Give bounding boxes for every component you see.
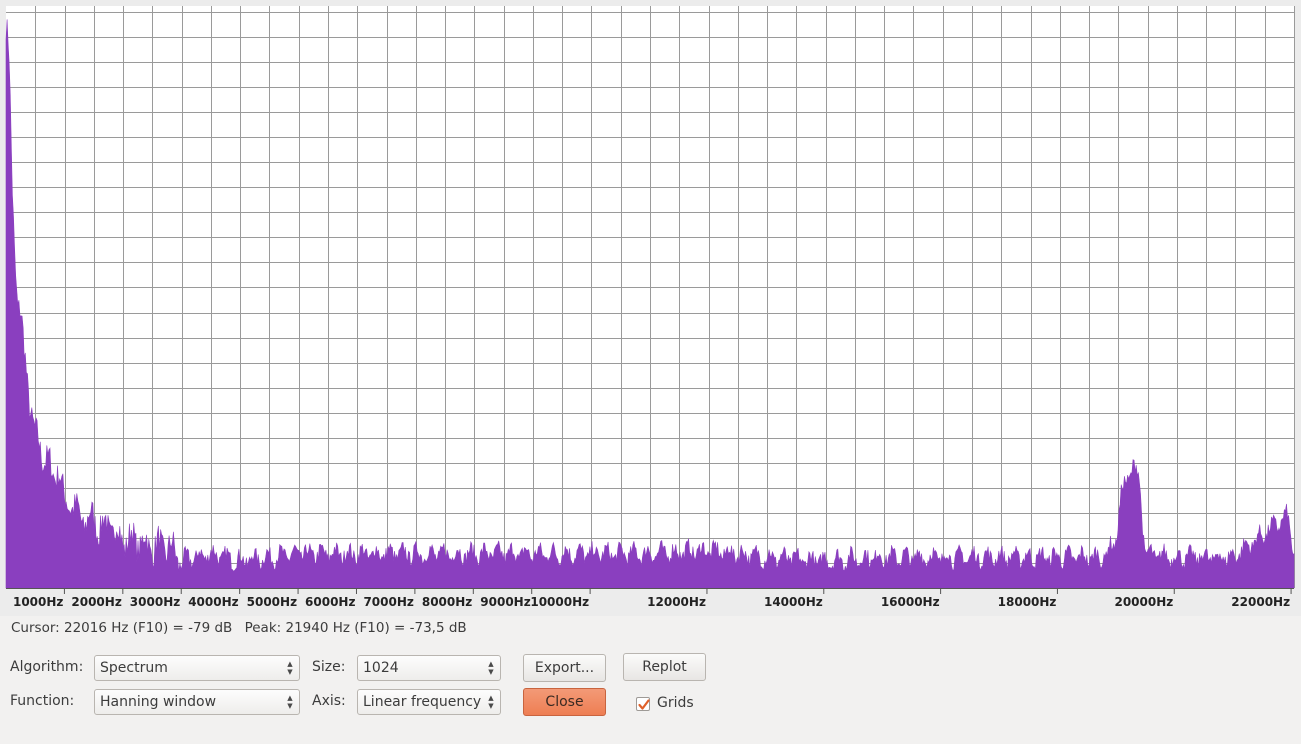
x-tick-label: 12000Hz [647,595,706,609]
x-tick-label: 22000Hz [1231,595,1290,609]
size-label: Size: [312,659,346,675]
spectrum-series-0 [5,19,1295,589]
x-tick-label: 3000Hz [130,595,180,609]
status-line: Cursor: 22016 Hz (F10) = -79 dB Peak: 21… [11,620,475,636]
grids-label: Grids [657,695,694,711]
algorithm-select[interactable]: Spectrum ▲ ▼ [94,655,300,681]
x-tick-label: 5000Hz [247,595,297,609]
function-select[interactable]: Hanning window ▲ ▼ [94,689,300,715]
algorithm-select-value: Spectrum [100,660,168,676]
size-select[interactable]: 1024 ▲ ▼ [357,655,501,681]
axis-label: Axis: [312,693,346,709]
export-button[interactable]: Export... [523,654,606,682]
select-arrows-icon: ▲ ▼ [488,660,494,676]
x-tick-label: 4000Hz [188,595,238,609]
x-tick-label: 6000Hz [305,595,355,609]
x-tick-label: 7000Hz [363,595,413,609]
select-arrows-icon: ▲ ▼ [287,660,293,676]
spectrum-plot[interactable]: 1000Hz 2000Hz 3000Hz 4000Hz 5000Hz 6000Hz 7000… [0,0,1301,616]
grids-checkbox[interactable] [636,697,650,711]
close-button[interactable]: Close [523,688,606,716]
axis-select[interactable]: Linear frequency ▲ ▼ [357,689,501,715]
x-tick-label: 2000Hz [71,595,121,609]
select-arrows-icon: ▲ ▼ [287,694,293,710]
size-select-value: 1024 [363,660,399,676]
select-arrows-icon: ▲ ▼ [488,694,494,710]
x-tick-label: 8000Hz [422,595,472,609]
x-tick-label: 1000Hz [13,595,63,609]
x-tick-label: 9000Hz [480,595,530,609]
x-tick-label: 16000Hz [881,595,940,609]
function-select-value: Hanning window [100,694,217,710]
axis-select-value: Linear frequency [363,694,482,710]
algorithm-label: Algorithm: [10,659,84,675]
peak-readout: Peak: 21940 Hz (F10) = -73,5 dB [244,620,467,636]
function-label: Function: [10,693,75,709]
checkmark-icon [638,699,650,710]
x-tick-label: 18000Hz [998,595,1057,609]
spectrum-plot-area[interactable]: 1000Hz 2000Hz 3000Hz 4000Hz 5000Hz 6000Hz 7000… [0,0,1301,616]
replot-button[interactable]: Replot [623,653,706,681]
x-tick-label: 10000Hz [530,595,589,609]
x-tick-label: 14000Hz [764,595,823,609]
x-tick-label: 20000Hz [1114,595,1173,609]
cursor-readout: Cursor: 22016 Hz (F10) = -79 dB [11,620,233,636]
